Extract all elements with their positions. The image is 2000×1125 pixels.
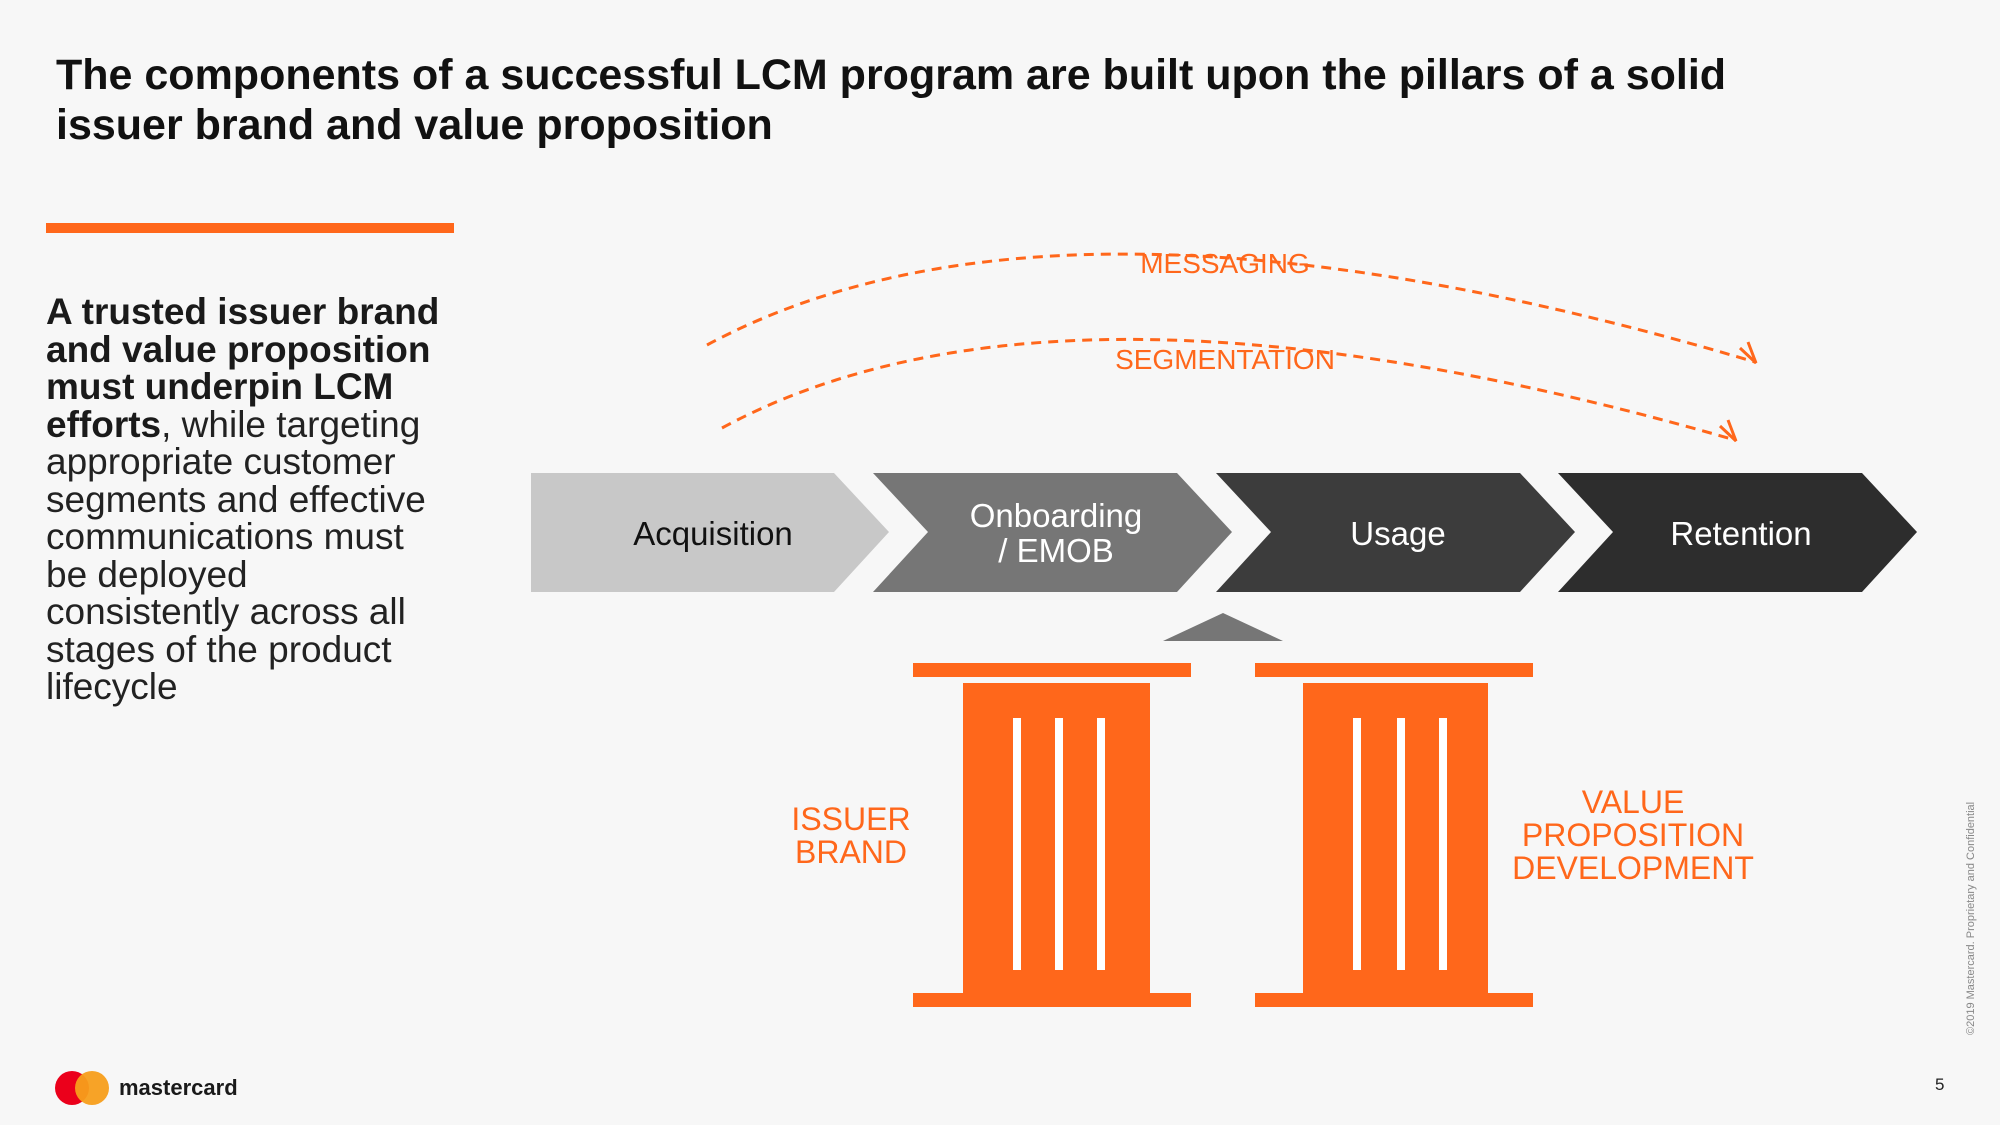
copyright-note: ©2019 Mastercard. Proprietary and Confid… xyxy=(1965,801,1977,1035)
pillar-issuer-brand xyxy=(913,663,1191,1007)
stage-onboarding-shape xyxy=(873,473,1232,592)
pillar-value-label-1: VALUE xyxy=(1582,784,1685,820)
lead-emphasis: A trusted issuer brand and value proposi… xyxy=(46,291,440,445)
segmentation-arrowhead xyxy=(1718,419,1738,443)
stage-acquisition-shape xyxy=(531,473,889,592)
messaging-label: MESSAGING xyxy=(1140,248,1310,279)
pillar-value-label-2: PROPOSITION xyxy=(1522,817,1744,853)
stage-onboarding-label: Onboarding xyxy=(970,497,1142,534)
stage-acquisition-label: Acquisition xyxy=(633,515,793,552)
pillar-value-label-3: DEVELOPMENT xyxy=(1512,850,1754,886)
segmentation-arc xyxy=(721,337,1736,442)
brand-wordmark: mastercard xyxy=(119,1075,238,1100)
pillar-value-proposition xyxy=(1255,663,1533,1007)
lead-paragraph: A trusted issuer brand and value proposi… xyxy=(46,293,446,706)
segmentation-label: SEGMENTATION xyxy=(1115,344,1335,375)
page-title: The components of a successful LCM progr… xyxy=(56,51,1727,149)
messaging-arc xyxy=(706,252,1756,364)
stage-retention-label: Retention xyxy=(1670,515,1811,552)
stage-usage-label: Usage xyxy=(1350,515,1445,552)
pillar-issuer-label-2: BRAND xyxy=(795,834,907,870)
messaging-arrowhead xyxy=(1738,341,1758,365)
mastercard-logo-icon xyxy=(55,1071,109,1105)
page-number: 5 xyxy=(1935,1075,1945,1094)
accent-rule xyxy=(46,223,454,233)
stage-retention-shape xyxy=(1558,473,1917,592)
stage-onboarding-sublabel: / EMOB xyxy=(998,532,1114,569)
pointer-triangle xyxy=(1163,613,1283,641)
stage-usage-shape xyxy=(1216,473,1575,592)
lead-rest: , while targeting appropriate customer s… xyxy=(46,403,426,707)
pillar-issuer-label-1: ISSUER xyxy=(791,801,910,837)
mastercard-brand: mastercard xyxy=(55,1068,238,1108)
